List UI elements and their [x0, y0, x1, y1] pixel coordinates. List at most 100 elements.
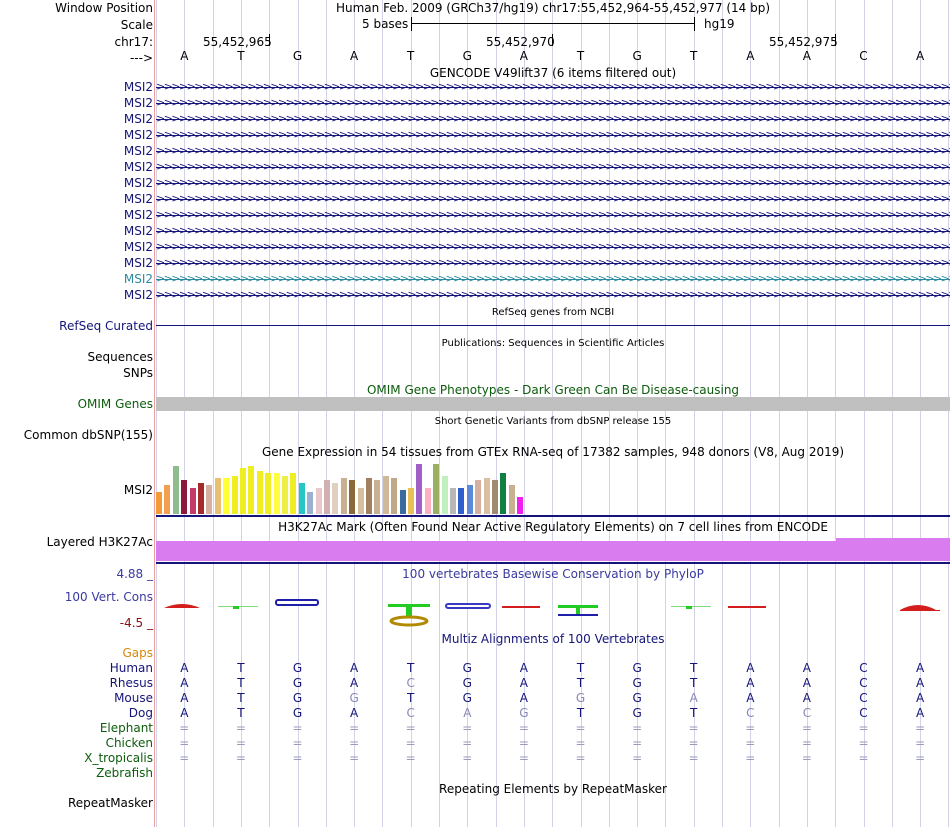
gencode-transcript[interactable]: >>>>>>>>>>>>>>>>>>>>>>>>>>>>>>>>>>>>>>>>… — [156, 113, 950, 125]
gencode-transcript-label[interactable]: MSI2 — [123, 208, 153, 222]
gtex-tissue-bar[interactable] — [256, 470, 263, 514]
gtex-tissue-bar[interactable] — [307, 492, 314, 514]
gencode-transcript-label[interactable]: MSI2 — [123, 112, 153, 126]
gtex-tissue-bar[interactable] — [492, 480, 498, 514]
gencode-transcript[interactable]: >>>>>>>>>>>>>>>>>>>>>>>>>>>>>>>>>>>>>>>>… — [156, 273, 950, 285]
gencode-transcript[interactable]: >>>>>>>>>>>>>>>>>>>>>>>>>>>>>>>>>>>>>>>>… — [156, 289, 950, 301]
gencode-transcript[interactable]: >>>>>>>>>>>>>>>>>>>>>>>>>>>>>>>>>>>>>>>>… — [156, 161, 950, 173]
gencode-transcript[interactable]: >>>>>>>>>>>>>>>>>>>>>>>>>>>>>>>>>>>>>>>>… — [156, 81, 950, 93]
gtex-tissue-bar[interactable] — [441, 475, 448, 514]
gtex-tissue-bar[interactable] — [391, 478, 398, 514]
gtex-track-label[interactable]: MSI2 — [123, 483, 153, 497]
gtex-tissue-bar[interactable] — [214, 478, 221, 514]
gencode-transcript-label[interactable]: MSI2 — [123, 192, 153, 206]
gencode-transcript-label[interactable]: MSI2 — [123, 240, 153, 254]
gtex-tissue-bar[interactable] — [198, 482, 204, 514]
gtex-tissue-bar[interactable] — [282, 475, 288, 514]
gencode-transcript-label[interactable]: MSI2 — [123, 256, 153, 270]
refseq-track-label[interactable]: RefSeq Curated — [59, 319, 153, 333]
gtex-tissue-bar[interactable] — [374, 480, 381, 514]
multiz-track-title[interactable]: Multiz Alignments of 100 Vertebrates — [441, 632, 665, 646]
gtex-tissue-bar[interactable] — [240, 468, 246, 514]
multiz-species-label[interactable]: Zebrafish — [96, 766, 153, 780]
h3k27ac-track-title[interactable]: H3K27Ac Mark (Often Found Near Active Re… — [278, 520, 828, 534]
gencode-transcript-label[interactable]: MSI2 — [123, 96, 153, 110]
multiz-species-label[interactable]: X_tropicalis — [84, 751, 153, 765]
h3k27ac-track-label[interactable]: Layered H3K27Ac — [46, 535, 153, 549]
gtex-tissue-bar[interactable] — [399, 490, 406, 514]
gencode-transcript-label[interactable]: MSI2 — [123, 128, 153, 142]
phylop-track-label[interactable]: 100 Vert. Cons — [64, 590, 153, 604]
gtex-tissue-bar[interactable] — [416, 463, 423, 514]
h3k27ac-signal[interactable] — [156, 541, 950, 561]
gtex-tissue-bar[interactable] — [517, 497, 524, 514]
gtex-tissue-bar[interactable] — [265, 473, 272, 514]
multiz-species-label[interactable]: Chicken — [105, 736, 153, 750]
gtex-tissue-bar[interactable] — [340, 478, 347, 514]
gencode-transcript-label[interactable]: MSI2 — [123, 160, 153, 174]
gencode-transcript[interactable]: >>>>>>>>>>>>>>>>>>>>>>>>>>>>>>>>>>>>>>>>… — [156, 97, 950, 109]
gtex-tissue-bar[interactable] — [349, 480, 356, 514]
gtex-tissue-bar[interactable] — [156, 492, 162, 514]
gencode-transcript-label[interactable]: MSI2 — [123, 272, 153, 286]
repeatmasker-track-title[interactable]: Repeating Elements by RepeatMasker — [439, 782, 667, 796]
snps-track-label[interactable]: SNPs — [123, 366, 153, 380]
gtex-tissue-bar[interactable] — [466, 485, 473, 514]
gencode-transcript[interactable]: >>>>>>>>>>>>>>>>>>>>>>>>>>>>>>>>>>>>>>>>… — [156, 129, 950, 141]
multiz-species-label[interactable]: Rhesus — [109, 676, 153, 690]
gtex-tissue-bar[interactable] — [206, 485, 213, 514]
gtex-tissue-bar[interactable] — [424, 487, 431, 514]
multiz-species-label[interactable]: Human — [109, 661, 153, 675]
gencode-transcript-label[interactable]: MSI2 — [123, 176, 153, 190]
gencode-transcript[interactable]: >>>>>>>>>>>>>>>>>>>>>>>>>>>>>>>>>>>>>>>>… — [156, 209, 950, 221]
omim-track-title[interactable]: OMIM Gene Phenotypes - Dark Green Can Be… — [366, 383, 740, 397]
omim-feature-bar[interactable] — [156, 397, 950, 411]
gtex-tissue-bar[interactable] — [500, 473, 507, 514]
gtex-tissue-bar[interactable] — [298, 482, 305, 514]
gencode-track-title[interactable]: GENCODE V49lift37 (6 items filtered out) — [429, 66, 677, 80]
gtex-tissue-bar[interactable] — [433, 463, 440, 514]
gtex-tissue-bar[interactable] — [324, 480, 330, 514]
gencode-transcript-label[interactable]: MSI2 — [123, 80, 153, 94]
gencode-transcript-label[interactable]: MSI2 — [123, 288, 153, 302]
gtex-tissue-bar[interactable] — [366, 478, 372, 514]
gtex-expression-bars[interactable] — [156, 460, 536, 514]
publications-track-label[interactable]: Sequences — [87, 350, 153, 364]
multiz-species-label[interactable]: Dog — [128, 706, 153, 720]
gencode-transcript[interactable]: >>>>>>>>>>>>>>>>>>>>>>>>>>>>>>>>>>>>>>>>… — [156, 193, 950, 205]
multiz-species-label[interactable]: Mouse — [114, 691, 153, 705]
gencode-transcript[interactable]: >>>>>>>>>>>>>>>>>>>>>>>>>>>>>>>>>>>>>>>>… — [156, 225, 950, 237]
gencode-transcript-label[interactable]: MSI2 — [123, 144, 153, 158]
phylop-track-title[interactable]: 100 vertebrates Basewise Conservation by… — [402, 567, 704, 581]
gtex-tissue-bar[interactable] — [290, 473, 297, 514]
repeatmasker-track-label[interactable]: RepeatMasker — [67, 796, 153, 810]
multiz-species-label[interactable]: Elephant — [99, 721, 153, 735]
refseq-gene-line[interactable] — [156, 325, 950, 326]
dbsnp-track-label[interactable]: Common dbSNP(155) — [23, 428, 153, 442]
gencode-transcript[interactable]: >>>>>>>>>>>>>>>>>>>>>>>>>>>>>>>>>>>>>>>>… — [156, 177, 950, 189]
phylop-logo[interactable] — [156, 590, 950, 630]
refseq-track-title[interactable]: RefSeq genes from NCBI — [491, 307, 615, 318]
gtex-tissue-bar[interactable] — [508, 485, 515, 514]
gencode-transcript-label[interactable]: MSI2 — [123, 224, 153, 238]
gtex-tissue-bar[interactable] — [181, 480, 188, 514]
gtex-tissue-bar[interactable] — [483, 478, 490, 514]
gtex-tissue-bar[interactable] — [357, 487, 364, 514]
gtex-tissue-bar[interactable] — [231, 475, 238, 514]
gencode-transcript[interactable]: >>>>>>>>>>>>>>>>>>>>>>>>>>>>>>>>>>>>>>>>… — [156, 145, 950, 157]
gtex-track-title[interactable]: Gene Expression in 54 tissues from GTEx … — [261, 445, 845, 459]
dbsnp-track-title[interactable]: Short Genetic Variants from dbSNP releas… — [434, 416, 672, 427]
gencode-transcript[interactable]: >>>>>>>>>>>>>>>>>>>>>>>>>>>>>>>>>>>>>>>>… — [156, 241, 950, 253]
publications-track-title[interactable]: Publications: Sequences in Scientific Ar… — [441, 338, 665, 349]
gtex-tissue-bar[interactable] — [164, 485, 171, 514]
gtex-tissue-bar[interactable] — [475, 480, 482, 514]
omim-track-label[interactable]: OMIM Genes — [77, 397, 153, 411]
gtex-tissue-bar[interactable] — [458, 487, 465, 514]
gtex-tissue-bar[interactable] — [382, 475, 389, 514]
gtex-tissue-bar[interactable] — [332, 482, 339, 514]
gtex-tissue-bar[interactable] — [189, 487, 196, 514]
gtex-tissue-bar[interactable] — [248, 466, 255, 514]
gtex-tissue-bar[interactable] — [315, 487, 322, 514]
gencode-transcript[interactable]: >>>>>>>>>>>>>>>>>>>>>>>>>>>>>>>>>>>>>>>>… — [156, 257, 950, 269]
